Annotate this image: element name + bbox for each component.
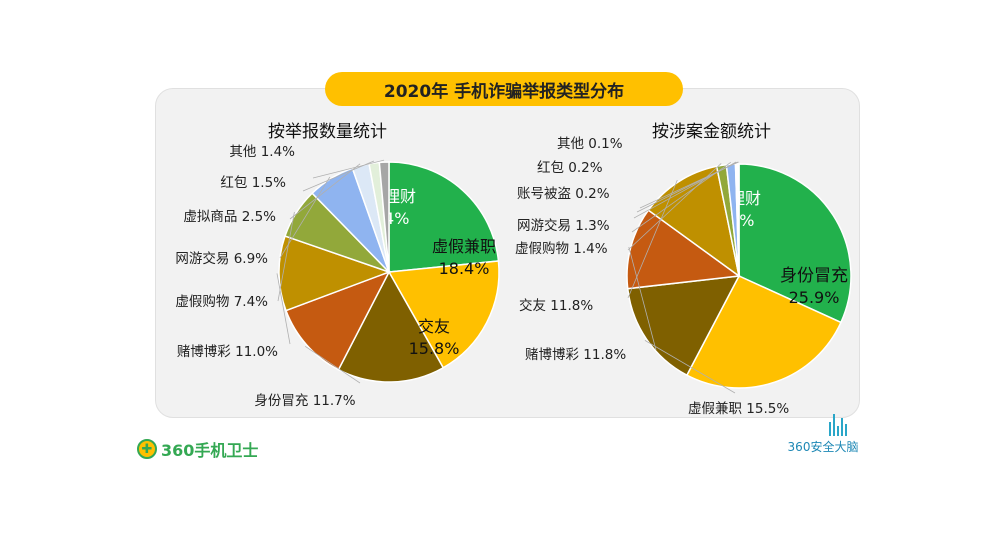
pie-1-label-10: 其他 1.4% [229,144,295,160]
plus-shield-icon: ✚ [137,439,157,459]
pie-2-label-6: 虚假购物 1.4% [515,241,608,257]
pie-1-slice-1 [388,161,500,273]
pie-2-label-4: 赌博博彩 11.8% [525,346,626,363]
pie-1-leader-10 [312,159,385,179]
left-chart-title: 按举报数量统计 [268,122,387,142]
pie-1-leader-8 [289,163,361,220]
main-title: 2020年 手机诈骗举报类型分布 [325,72,683,106]
pie-1-slice-10 [378,161,390,273]
pie-2-leader-3 [644,340,736,394]
pie-2-label-2: 身份冒充 [780,266,848,286]
pie-1-label-7: 网游交易 6.9% [175,250,268,267]
pie-1-label-2: 虚假兼职 [432,237,496,256]
pie-2-label-3: 虚假兼职 15.5% [688,401,789,417]
pie-1-leader-7 [279,176,331,259]
pie-1-slice-2 [387,260,500,369]
pie-1-label-3: 交友 [418,317,450,336]
pie-2-slice-2 [685,275,842,389]
pie-1-leader-4 [304,345,361,384]
brand-left-text: 360手机卫士 [161,441,259,460]
pie-2-label-9: 红包 0.2% [537,160,603,176]
pie-1-label-8: 虚拟商品 2.5% [183,209,276,225]
pie-1-leader-5 [276,273,291,345]
pie-2-slice-10 [737,163,740,277]
pie-1-slice-5 [278,235,392,312]
pie-1-value-3: 15.8% [409,339,460,358]
pie-1-slice-4 [285,270,391,371]
pie-1-label-4: 身份冒充 11.7% [254,393,355,409]
pie-2-leader-4 [628,246,657,351]
brand-logo-360-mobile-guard: ✚ 360手机卫士 [137,437,258,461]
signal-bars-icon [798,412,878,436]
pie-1-label-6: 虚假购物 7.4% [175,294,268,310]
pie-2-label-10: 其他 0.1% [557,136,623,152]
pie-1-label-9: 红包 1.5% [220,175,286,191]
pie-2-label-8: 账号被盗 0.2% [517,186,610,202]
pie-2-value-2: 25.9% [789,288,840,307]
brand-right-text: 360安全大脑 [787,440,859,454]
pie-1-value-2: 18.4% [439,259,490,278]
pie-2-leader-10 [639,161,739,209]
right-chart-title: 按涉案金额统计 [652,122,771,142]
pie-1-label-5: 赌博博彩 11.0% [177,343,278,360]
pie-2-leader-5 [627,179,678,299]
pie-1-leader-6 [277,211,295,302]
pie-2-label-7: 网游交易 1.3% [517,217,610,234]
pie-2-slice-1 [738,163,852,324]
pie-2-label-5: 交友 11.8% [519,297,593,314]
brand-logo-360-security-brain: 360安全大脑 [768,412,878,455]
